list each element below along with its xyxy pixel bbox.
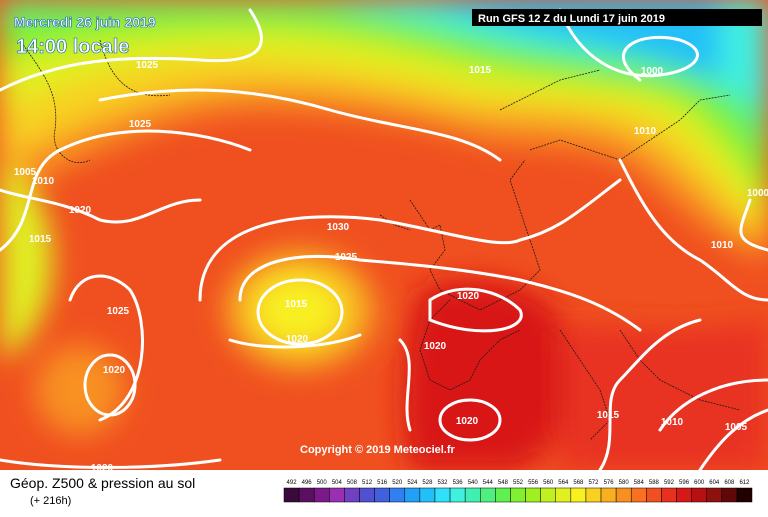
legend-label: 580 (619, 480, 630, 486)
legend-swatch (585, 487, 602, 503)
legend-swatch (510, 487, 526, 503)
legend-swatch (464, 487, 481, 503)
isobar-label: 1020 (286, 334, 309, 345)
isobar-label: 1010 (32, 176, 55, 187)
isobar-label: 1020 (457, 291, 480, 302)
legend-swatch (359, 487, 375, 503)
legend-swatch (449, 487, 466, 503)
run-box (472, 9, 762, 26)
legend-label: 600 (694, 480, 705, 486)
legend-label: 544 (483, 480, 494, 486)
isobar-label: 1020 (69, 205, 92, 216)
isobar-label: 1005 (725, 422, 748, 433)
isobar-label: 1010 (634, 126, 657, 137)
legend-swatch (434, 487, 451, 503)
legend-swatch (661, 487, 677, 503)
legend-label: 516 (377, 480, 388, 486)
legend-swatch (676, 487, 692, 503)
legend-label: 572 (588, 480, 599, 486)
legend-label: 592 (664, 480, 675, 486)
footer-title: Géop. Z500 & pression au sol (10, 475, 195, 491)
run-info: Run GFS 12 Z du Lundi 17 juin 2019 (478, 13, 665, 25)
legend-swatch (736, 487, 753, 503)
legend-swatch (480, 487, 496, 503)
isobar-label: 1015 (597, 410, 620, 421)
forecast-date: Mercredi 26 juin 2019 (14, 14, 156, 30)
isobar-label: 1025 (335, 252, 358, 263)
legend-swatch (374, 487, 390, 503)
legend-swatch (344, 487, 360, 503)
legend-swatch (691, 487, 707, 503)
legend-swatch (600, 487, 617, 503)
legend-swatch (495, 487, 511, 503)
legend-label: 504 (332, 480, 343, 486)
legend-swatch (389, 487, 406, 503)
forecast-time: 14:00 locale (16, 36, 129, 58)
legend-swatch (313, 487, 330, 503)
color-legend: 492 496 500 504 508 512 516 520 524 528 532 536 540 5… (283, 480, 753, 503)
legend-label: 560 (543, 480, 554, 486)
legend-label: 552 (513, 480, 524, 486)
footer-lead: (+ 216h) (30, 495, 71, 507)
legend-label: 508 (347, 480, 358, 486)
legend-swatch (570, 487, 587, 503)
legend-label: 588 (649, 480, 660, 486)
legend-swatch (404, 487, 421, 503)
legend-label: 608 (724, 480, 735, 486)
legend-swatch (419, 487, 436, 503)
isobar-label: 1020 (424, 341, 447, 352)
legend-label: 532 (438, 480, 449, 486)
legend-label: 556 (528, 480, 539, 486)
isobar-label: 1005 (14, 167, 37, 178)
legend-label: 536 (453, 480, 464, 486)
isobar-label: 1015 (285, 299, 308, 310)
copyright: Copyright © 2019 Meteociel.fr (300, 444, 456, 456)
legend-swatch (646, 487, 662, 503)
legend-label: 500 (317, 480, 328, 486)
isobar-label: 1020 (91, 463, 114, 474)
isobar-label: 1025 (129, 119, 152, 130)
legend-swatch (630, 487, 647, 503)
legend-label: 492 (287, 480, 298, 486)
legend-label: 604 (709, 480, 720, 486)
isobar-label: 1000 (747, 188, 768, 199)
isobar-label: 1015 (29, 234, 52, 245)
legend-label: 528 (422, 480, 433, 486)
legend-swatch (706, 487, 723, 503)
isobar-label: 1000 (641, 66, 664, 77)
field (0, 0, 768, 470)
legend-label: 584 (634, 480, 645, 486)
isobar-label: 1025 (136, 60, 159, 71)
legend-label: 512 (362, 480, 373, 486)
isobar-label: 1010 (661, 417, 684, 428)
isobar-label: 1020 (103, 365, 126, 376)
legend-swatch (615, 487, 632, 503)
isobar-labels: 1025 1015 10001025101010051010102010301015… (14, 60, 768, 474)
isobar-label: 1010 (711, 240, 734, 251)
isobar-label: 1030 (327, 222, 350, 233)
legend-label: 568 (573, 480, 584, 486)
legend-label: 520 (392, 480, 403, 486)
legend-label: 612 (739, 480, 750, 486)
isobar-label: 1020 (456, 416, 479, 427)
legend-label: 540 (468, 480, 479, 486)
legend-label: 496 (302, 480, 313, 486)
isobars (0, 8, 768, 470)
legend-swatch (540, 487, 556, 503)
isobar-label: 1025 (107, 306, 130, 317)
legend-swatch (298, 487, 315, 503)
legend-swatch (555, 487, 572, 503)
legend-label: 576 (604, 480, 615, 486)
legend-swatch (721, 487, 738, 503)
legend-swatch (329, 487, 345, 503)
legend-label: 524 (407, 480, 418, 486)
legend-swatch (525, 487, 541, 503)
legend-swatch (283, 487, 300, 503)
legend-label: 596 (679, 480, 690, 486)
legend-label: 548 (498, 480, 509, 486)
coastlines (19, 39, 741, 441)
legend-label: 564 (558, 480, 569, 486)
isobar-label: 1015 (469, 65, 492, 76)
